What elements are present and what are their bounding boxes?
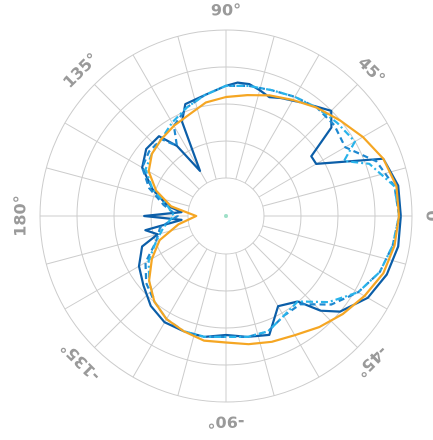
- grid-spoke: [64, 122, 194, 198]
- angle-label: 0: [423, 210, 433, 221]
- grid-spoke: [262, 225, 406, 265]
- angle-label: 180°: [11, 195, 30, 236]
- grid-spoke: [132, 54, 208, 184]
- grid-spoke: [94, 84, 200, 190]
- center-marker: [224, 214, 228, 218]
- grid-spoke: [244, 54, 320, 184]
- grid-spoke: [244, 248, 320, 378]
- angle-label: 45°: [354, 53, 389, 88]
- grid-spoke: [252, 84, 358, 190]
- grid-spoke: [262, 167, 406, 207]
- grid-spoke: [235, 36, 275, 180]
- grid-spoke: [258, 122, 388, 198]
- series-layer: [137, 81, 402, 346]
- grid-spoke: [252, 242, 358, 348]
- grid-spoke: [258, 234, 388, 310]
- grid-spoke: [132, 248, 208, 378]
- grid-spoke: [235, 252, 275, 396]
- angle-label: 90°: [211, 1, 241, 20]
- angle-label: -90°: [208, 413, 245, 432]
- series-line-4: [147, 93, 401, 346]
- grid-spoke: [64, 234, 194, 310]
- grid-spoke: [177, 252, 217, 396]
- grid-spoke: [46, 167, 190, 207]
- polar-grid: [39, 29, 413, 403]
- grid-spoke: [46, 225, 190, 265]
